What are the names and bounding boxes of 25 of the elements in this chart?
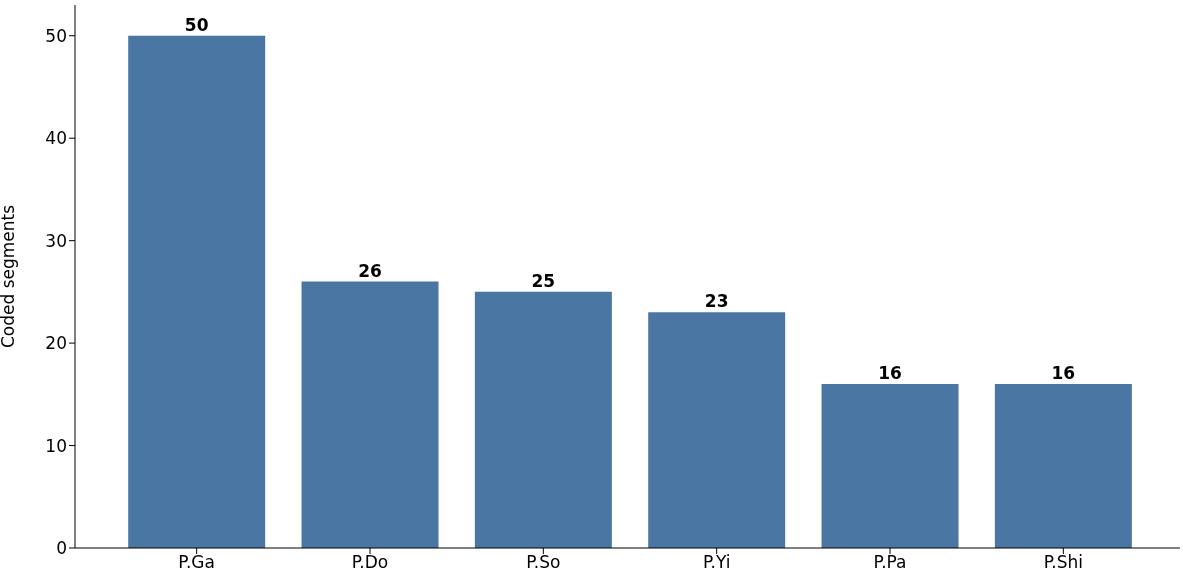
x-tick-label: P.Ga	[178, 552, 215, 573]
data-label: 50	[184, 14, 209, 35]
bar	[648, 312, 786, 548]
data-label: 16	[1051, 363, 1076, 384]
y-tick-label: 0	[56, 538, 67, 559]
data-label: 26	[358, 260, 382, 281]
bar	[821, 384, 959, 548]
data-label: 25	[531, 270, 556, 291]
x-tick-label: P.Pa	[873, 552, 907, 573]
bar	[128, 35, 266, 548]
x-tick-label: P.So	[526, 552, 561, 573]
x-tick-label: P.Do	[351, 552, 389, 573]
y-tick-label: 20	[45, 333, 67, 354]
x-tick-label: P.Yi	[702, 552, 731, 573]
bar	[994, 384, 1132, 548]
y-tick-label: 50	[45, 25, 67, 46]
y-axis-title: Coded segments	[0, 204, 19, 349]
bar	[474, 291, 612, 548]
data-label: 16	[878, 363, 902, 384]
bar	[301, 281, 439, 548]
y-tick-label: 30	[45, 230, 67, 251]
y-tick-label: 40	[45, 128, 67, 149]
data-label: 23	[704, 291, 729, 312]
x-tick-label: P.Shi	[1043, 552, 1083, 573]
y-tick-label: 10	[45, 435, 67, 456]
